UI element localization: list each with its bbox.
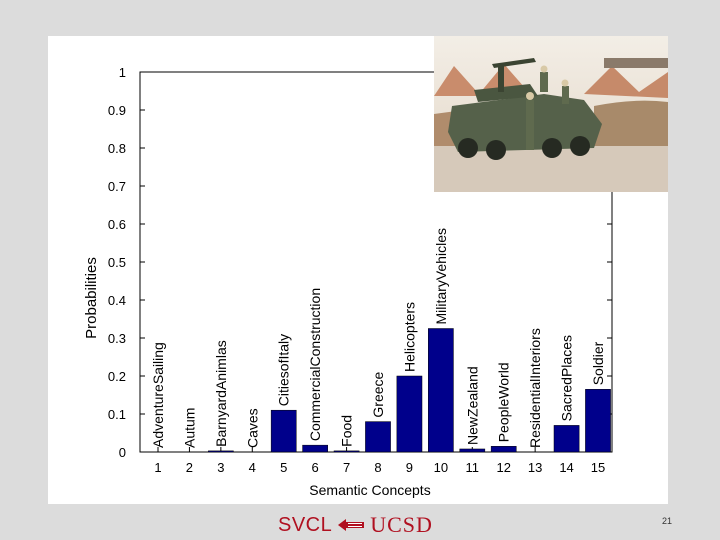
y-tick-label: 0.8 (108, 141, 126, 156)
bar-concept-label: AdventureSailing (150, 342, 166, 448)
bar (270, 409, 297, 453)
x-tick-labels: 1 2 3 4 5 6 7 8 9 10 11 12 13 14 15 (154, 460, 605, 475)
bar-concept-label: ResidentialInteriors (527, 328, 543, 448)
bar-concept-label: MilitaryVehicles (433, 228, 449, 324)
x-tick-label: 11 (466, 460, 480, 475)
bar (396, 375, 423, 453)
x-tick-label: 12 (496, 460, 510, 475)
y-tick-labels: 0 0.1 0.2 0.3 0.4 0.5 0.6 0.7 0.8 0.9 1 (108, 65, 126, 460)
page-number: 21 (662, 516, 673, 526)
bar-concept-label: Helicopters (401, 302, 417, 372)
bar (208, 450, 234, 453)
y-tick-label: 0 (119, 445, 126, 460)
bar (333, 450, 360, 453)
bar-concept-label: Autum (181, 408, 197, 448)
bar-concept-label: SacredPlaces (559, 335, 575, 421)
bar-concept-label: NewZealand (464, 366, 480, 445)
y-tick-label: 0.6 (108, 217, 126, 232)
bar-concept-labels: AdventureSailing Autum BarnyardAnimlas Cave… (150, 228, 606, 448)
bar (490, 446, 517, 453)
x-tick-label: 4 (249, 460, 256, 475)
y-tick-label: 0.5 (108, 255, 126, 270)
military-vehicle-photo (434, 36, 668, 192)
x-tick-label: 7 (343, 460, 350, 475)
bar-chart: 1 2 3 4 5 6 7 8 9 10 11 12 13 14 15 00.10.20.30.40.50.… (83, 65, 613, 498)
bar-concept-label: PeopleWorld (496, 362, 512, 442)
x-tick-label: 14 (559, 460, 573, 475)
x-tick-label: 5 (280, 460, 287, 475)
bar (428, 328, 454, 453)
x-tick-label: 2 (186, 460, 193, 475)
bar-concept-label: CommercialConstruction (307, 288, 323, 441)
x-tick-label: 3 (217, 460, 224, 475)
svcl-ucsd-logo: SVCL UCSD (278, 512, 433, 538)
logo-arrow-icon (338, 519, 365, 531)
bar-concept-label: Greece (370, 371, 386, 417)
bar-concept-label: Food (339, 415, 355, 447)
bar (302, 444, 328, 453)
x-tick-label: 1 (154, 460, 161, 475)
y-tick-label: 0.7 (108, 179, 126, 194)
logo-left-text: SVCL (278, 513, 333, 536)
y-tick-label: 0.9 (108, 103, 126, 118)
bar-concept-label: Caves (244, 408, 260, 448)
bar-concept-label: Soldier (590, 341, 606, 385)
bar (553, 425, 580, 453)
x-tick-label: 13 (528, 460, 542, 475)
x-tick-label: 9 (406, 460, 413, 475)
bar (585, 389, 611, 453)
x-tick-label: 15 (591, 460, 605, 475)
bar (365, 421, 391, 453)
chart-bars (208, 328, 611, 453)
x-tick-label: 6 (312, 460, 319, 475)
y-tick-label: 0.1 (108, 407, 126, 422)
y-tick-label: 0.4 (108, 293, 126, 308)
bar-concept-label: BarnyardAnimlas (213, 340, 229, 447)
y-tick-label: 1 (119, 65, 126, 80)
x-tick-label: 8 (374, 460, 381, 475)
y-axis-label: Probabilities (83, 257, 100, 339)
bar (459, 448, 486, 453)
y-tick-label: 0.2 (108, 369, 126, 384)
x-axis-label: Semantic Concepts (309, 482, 430, 498)
figure-panel: 1 2 3 4 5 6 7 8 9 10 11 12 13 14 15 0 0.1 0.2 0.3 0.4 0.5 0.… (48, 36, 668, 504)
logo-right-text: UCSD (370, 512, 433, 537)
bar-concept-label: CitiesofItaly (276, 334, 292, 406)
x-tick-label: 10 (434, 460, 448, 475)
y-tick-label: 0.3 (108, 331, 126, 346)
